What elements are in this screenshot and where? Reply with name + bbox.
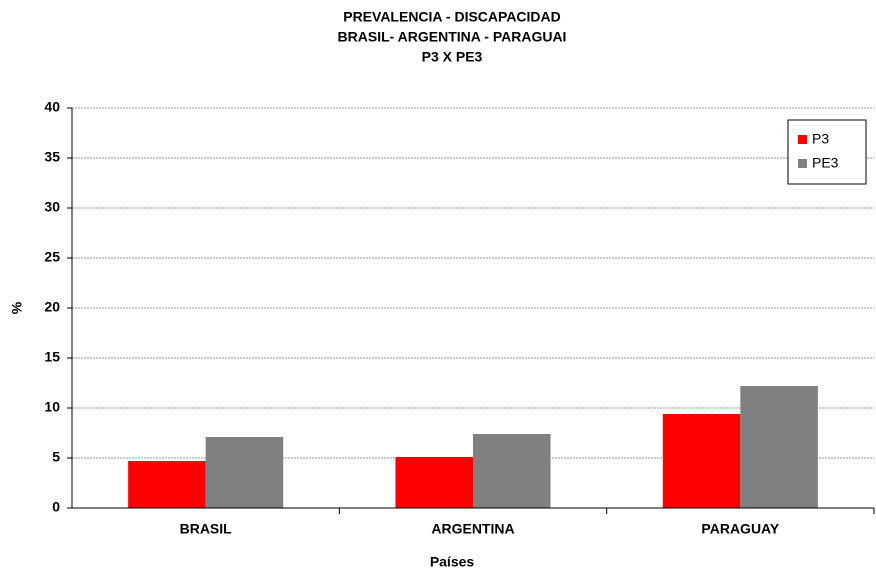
y-tick-label: 0	[52, 499, 60, 515]
legend-swatch	[798, 159, 807, 168]
legend-label: PE3	[812, 155, 839, 171]
y-tick-label: 15	[44, 349, 60, 365]
legend-label: P3	[812, 131, 829, 147]
x-tick-label: ARGENTINA	[431, 521, 514, 537]
x-axis-label: Países	[430, 554, 475, 570]
legend-box	[787, 119, 867, 185]
bar	[205, 437, 284, 508]
y-tick-label: 35	[44, 149, 60, 165]
bar	[395, 457, 473, 508]
y-tick-label: 5	[52, 449, 60, 465]
bar	[128, 461, 206, 508]
y-tick-label: 20	[44, 299, 60, 315]
y-tick-label: 40	[44, 99, 60, 115]
y-axis-label: %	[9, 301, 25, 314]
x-tick-label: PARAGUAY	[701, 521, 779, 537]
title: PREVALENCIA - DISCAPACIDAD BRASIL- ARGENT…	[338, 9, 567, 65]
x-tick-label: BRASIL	[180, 521, 233, 537]
chart-title: PREVALENCIA - DISCAPACIDAD	[343, 9, 561, 25]
bar	[473, 434, 551, 508]
bar	[662, 414, 741, 508]
y-tick-label: 30	[44, 199, 60, 215]
y-tick-label: 10	[44, 399, 60, 415]
chart-title: BRASIL- ARGENTINA - PARAGUAI	[338, 29, 567, 45]
bar	[740, 386, 818, 508]
legend-swatch	[798, 135, 807, 144]
y-tick-label: 25	[44, 249, 60, 265]
chart-title: P3 X PE3	[422, 49, 483, 65]
